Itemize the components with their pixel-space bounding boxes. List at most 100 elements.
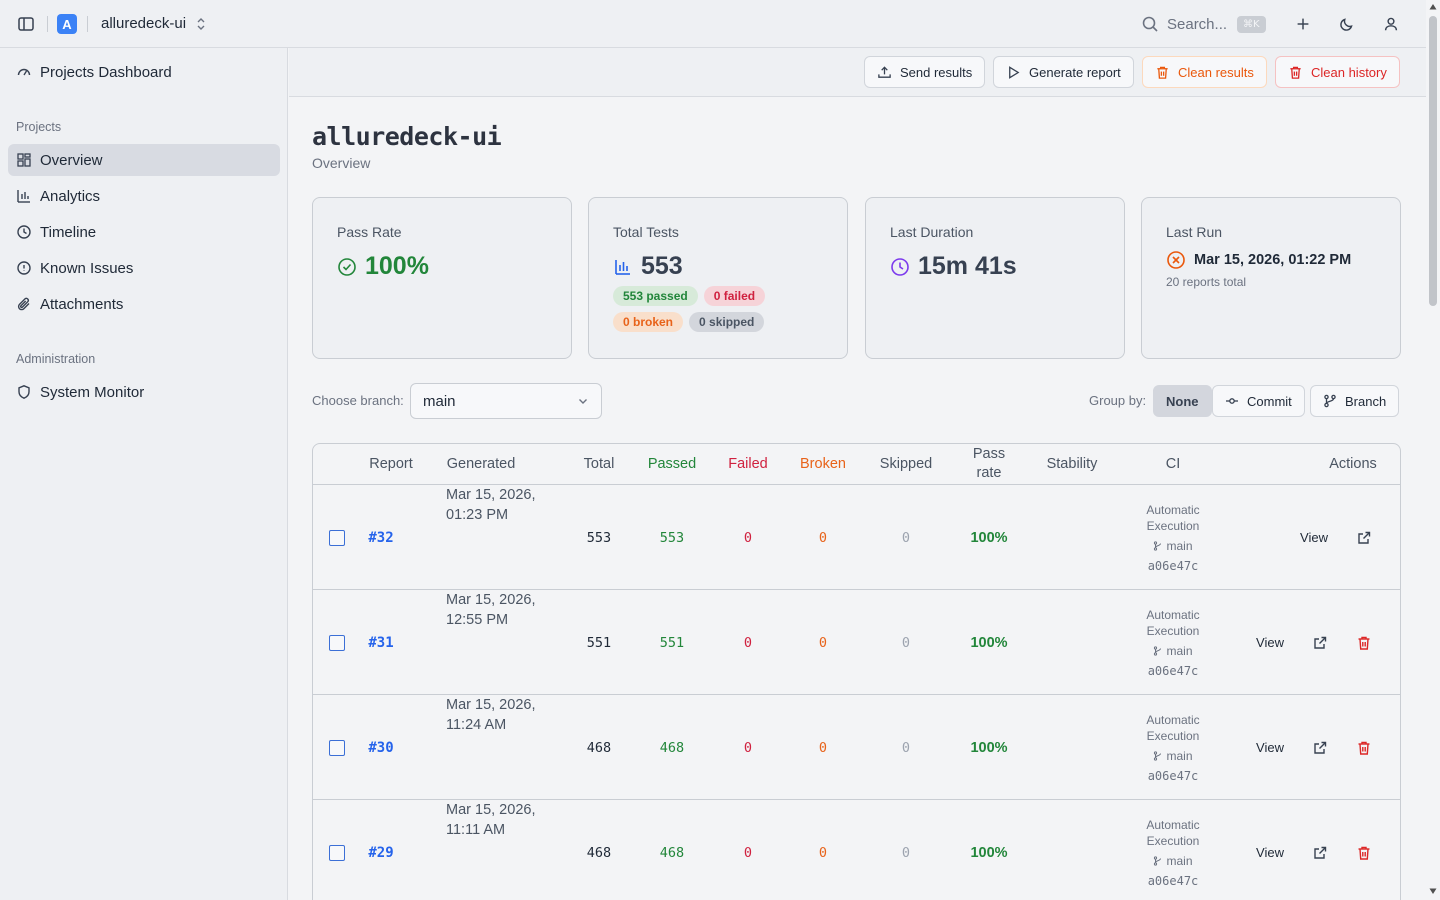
clean-results-button[interactable]: Clean results bbox=[1142, 56, 1267, 88]
view-button[interactable]: View bbox=[1256, 845, 1284, 860]
card-value: 553 bbox=[613, 252, 683, 281]
passed-badge: 553 passed bbox=[613, 286, 698, 306]
trash-icon[interactable] bbox=[1356, 845, 1372, 861]
skipped-value: 0 bbox=[901, 634, 911, 651]
plus-icon[interactable] bbox=[1293, 14, 1313, 34]
branch-label: Choose branch: bbox=[312, 393, 404, 408]
scroll-thumb[interactable] bbox=[1429, 16, 1437, 306]
git-branch-icon bbox=[1154, 645, 1162, 656]
sidebar-item-attachments[interactable]: Attachments bbox=[8, 288, 280, 320]
skipped-value: 0 bbox=[901, 529, 911, 546]
total-value: 468 bbox=[586, 844, 612, 861]
ci-branch-name: main bbox=[1166, 853, 1193, 868]
sidebar-item-system-monitor[interactable]: System Monitor bbox=[8, 376, 280, 408]
sidebar-heading-projects: Projects bbox=[16, 120, 62, 134]
gauge-icon bbox=[17, 68, 31, 76]
col-broken[interactable]: Broken bbox=[800, 455, 846, 472]
search-box[interactable]: Search... ⌘K bbox=[1141, 12, 1266, 36]
card-value: Mar 15, 2026, 01:22 PM bbox=[1166, 250, 1351, 270]
user-icon[interactable] bbox=[1381, 14, 1401, 34]
top-bar: A alluredeck-ui Search... ⌘K bbox=[0, 0, 1426, 48]
col-generated[interactable]: Generated bbox=[446, 455, 516, 472]
col-total[interactable]: Total bbox=[583, 455, 615, 472]
col-report[interactable]: Report bbox=[369, 455, 413, 472]
card-label: Last Duration bbox=[890, 224, 974, 240]
view-button[interactable]: View bbox=[1256, 635, 1284, 650]
group-none-button[interactable]: None bbox=[1153, 385, 1212, 417]
sidebar-toggle-icon[interactable] bbox=[16, 14, 36, 34]
table-row: #30 Mar 15, 2026, 11:24 AM 468 468 0 0 0… bbox=[313, 695, 1400, 800]
clean-results-label: Clean results bbox=[1178, 64, 1254, 80]
ci-branch-name: main bbox=[1166, 643, 1193, 658]
reports-table: Report Generated Total Passed Failed Bro… bbox=[312, 443, 1401, 900]
trash-icon[interactable] bbox=[1356, 635, 1372, 651]
generated-time: 11:24 AM bbox=[446, 717, 507, 733]
broken-value: 0 bbox=[818, 844, 828, 861]
external-link-icon[interactable] bbox=[1312, 845, 1328, 861]
generate-report-label: Generate report bbox=[1029, 64, 1121, 80]
sidebar-item-overview[interactable]: Overview bbox=[8, 144, 280, 176]
group-by-label: Group by: bbox=[1089, 393, 1147, 408]
moon-icon[interactable] bbox=[1337, 14, 1357, 34]
external-link-icon[interactable] bbox=[1356, 530, 1372, 546]
alert-circle-icon bbox=[17, 261, 31, 275]
report-cell: #31 bbox=[361, 590, 401, 695]
skipped-value: 0 bbox=[901, 739, 911, 756]
failed-value: 0 bbox=[743, 529, 753, 546]
failed-badge: 0 failed bbox=[703, 286, 766, 306]
view-button[interactable]: View bbox=[1300, 530, 1328, 545]
sidebar-item-label: Timeline bbox=[40, 223, 97, 241]
report-link[interactable]: #29 bbox=[368, 844, 394, 861]
page-scrollbar[interactable] bbox=[1426, 0, 1440, 900]
generated-date: Mar 15, 2026, bbox=[446, 697, 536, 713]
report-link[interactable]: #31 bbox=[368, 634, 394, 651]
col-passed[interactable]: Passed bbox=[647, 455, 697, 472]
trash-icon[interactable] bbox=[1356, 740, 1372, 756]
external-link-icon[interactable] bbox=[1312, 740, 1328, 756]
view-button[interactable]: View bbox=[1256, 740, 1284, 755]
group-branch-button[interactable]: Branch bbox=[1310, 385, 1400, 417]
trash-icon bbox=[1157, 66, 1168, 79]
report-link[interactable]: #32 bbox=[368, 529, 394, 546]
row-checkbox[interactable] bbox=[329, 739, 345, 756]
group-commit-button[interactable]: Commit bbox=[1212, 385, 1305, 417]
scroll-up-arrow-icon[interactable] bbox=[1429, 3, 1437, 11]
group-none-label: None bbox=[1166, 393, 1199, 409]
passed-value: 551 bbox=[659, 634, 685, 651]
branch-select[interactable]: main bbox=[410, 383, 602, 419]
row-checkbox[interactable] bbox=[329, 529, 345, 546]
check-circle-icon bbox=[338, 257, 356, 276]
generated-date: Mar 15, 2026, bbox=[446, 802, 536, 818]
failed-value: 0 bbox=[743, 844, 753, 861]
sidebar-item-projects-dashboard[interactable]: Projects Dashboard bbox=[8, 56, 280, 88]
test-status-badges: 553 passed 0 failed 0 broken 0 skipped bbox=[613, 286, 833, 332]
search-icon bbox=[1141, 15, 1159, 33]
git-commit-icon bbox=[1226, 398, 1238, 404]
row-checkbox[interactable] bbox=[329, 634, 345, 651]
generate-report-button[interactable]: Generate report bbox=[993, 56, 1134, 88]
generated-cell: Mar 15, 2026, 12:55 PM bbox=[446, 590, 556, 695]
send-results-button[interactable]: Send results bbox=[864, 56, 986, 88]
search-shortcut: ⌘K bbox=[1237, 15, 1266, 33]
report-link[interactable]: #30 bbox=[368, 739, 394, 756]
sidebar-item-known-issues[interactable]: Known Issues bbox=[8, 252, 280, 284]
row-select-cell bbox=[321, 590, 353, 695]
col-pass-rate[interactable]: Pass rate bbox=[972, 446, 1006, 481]
sidebar-item-label: Overview bbox=[40, 151, 103, 169]
scroll-down-arrow-icon[interactable] bbox=[1429, 887, 1437, 895]
report-cell: #29 bbox=[361, 800, 401, 900]
generated-cell: Mar 15, 2026, 11:11 AM bbox=[446, 800, 556, 900]
external-link-icon[interactable] bbox=[1312, 635, 1328, 651]
ci-name: Automatic bbox=[1146, 712, 1200, 727]
sidebar-item-analytics[interactable]: Analytics bbox=[8, 180, 280, 212]
col-skipped[interactable]: Skipped bbox=[879, 455, 933, 472]
chevron-up-down-icon[interactable] bbox=[195, 16, 207, 32]
col-failed[interactable]: Failed bbox=[728, 455, 768, 472]
project-switcher[interactable]: alluredeck-ui bbox=[101, 15, 187, 32]
row-checkbox[interactable] bbox=[329, 844, 345, 861]
card-label: Pass Rate bbox=[337, 224, 402, 240]
sidebar-item-timeline[interactable]: Timeline bbox=[8, 216, 280, 248]
clock-icon bbox=[17, 225, 31, 239]
clean-history-button[interactable]: Clean history bbox=[1275, 56, 1400, 88]
bar-chart-icon bbox=[17, 190, 30, 203]
